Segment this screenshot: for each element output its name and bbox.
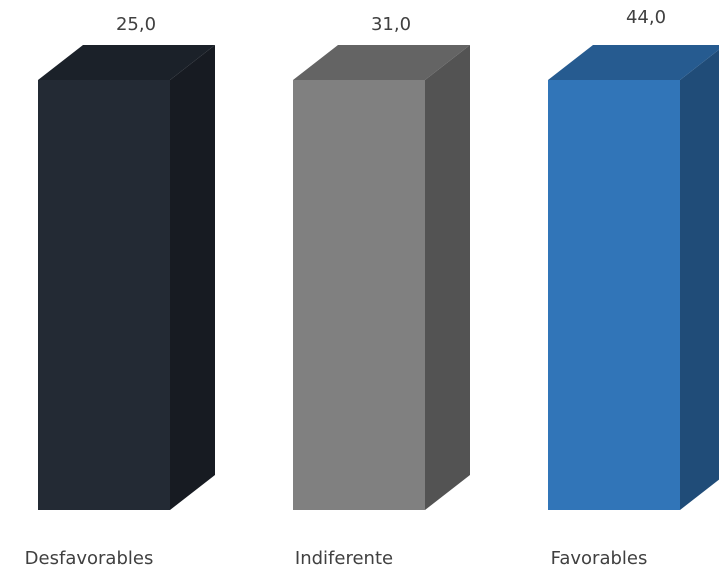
data-label-indiferente: 31,0 xyxy=(371,14,411,35)
bar-indiferente-front xyxy=(293,80,425,510)
x-tick-label-desfavorables: Desfavorables xyxy=(25,548,154,569)
bar-desfavorables-side xyxy=(170,45,215,510)
bar-favorables-side xyxy=(680,49,719,510)
bar-desfavorables-top xyxy=(38,45,215,80)
x-tick-label-favorables: Favorables xyxy=(551,548,648,569)
bar-favorables-top xyxy=(548,45,719,80)
bar-indiferente-top xyxy=(293,45,470,80)
data-label-desfavorables: 25,0 xyxy=(116,14,156,35)
bar-indiferente-side xyxy=(425,45,470,510)
bar-desfavorables-front xyxy=(38,80,170,510)
x-tick-label-indiferente: Indiferente xyxy=(295,548,393,569)
bars-group xyxy=(38,45,719,510)
labels-group: 25,0 Desfavorables 31,0 Indiferente 44,0 Favo… xyxy=(25,7,666,569)
bar-favorables-front xyxy=(548,80,680,510)
data-label-favorables: 44,0 xyxy=(626,7,666,28)
